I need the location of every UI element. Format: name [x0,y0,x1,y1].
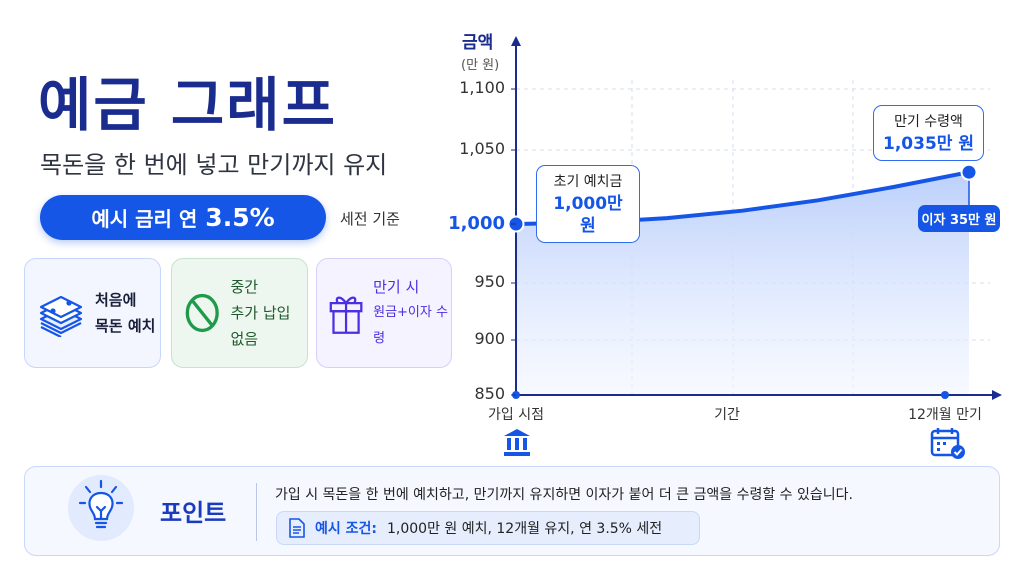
y-axis-title: 금액 [462,33,494,53]
card-line1: 중간 [230,278,259,296]
condition-text: 1,000만 원 예치, 12개월 유지, 연 3.5% 세전 [387,521,663,537]
page-title: 예금 그래프 [38,71,337,139]
x-axis-end-dot [941,391,949,399]
end-callout-title: 만기 수령액 [894,114,963,130]
card-line1: 처음에 [95,291,137,309]
y-axis-arrow [511,36,521,46]
point-title: 포인트 [160,499,227,527]
end-point [960,163,978,181]
y-axis-unit: (만 원) [461,58,500,73]
calendar-check-icon [930,428,965,459]
y-tick-label: 1,000 [448,213,505,234]
condition-label: 예시 조건: [315,521,377,537]
money-stack-icon [39,295,83,337]
card-line2: 추가 납입 없음 [230,304,291,348]
x-tick-end: 12개월 만기 [908,407,982,423]
rate-value: 3.5% [205,203,275,232]
rate-basis: 세전 기준 [340,210,400,228]
y-tick-label: 900 [474,329,505,348]
interest-badge: 이자 35만 원 [918,205,1000,232]
chart-canvas [507,36,1002,400]
x-axis-arrow [992,390,1002,400]
bank-icon [504,429,530,456]
lightbulb-badge [68,475,134,541]
card-line2: 목돈 예치 [95,317,156,335]
y-tick-label: 1,100 [459,78,505,97]
start-callout: 초기 예치금 1,000만 원 [536,165,640,243]
x-axis-title: 기간 [714,407,740,423]
deposit-chart: 금액 (만 원) 850 900 950 1,000 1,050 1,100 가입 시점 … [448,33,1002,459]
start-callout-value: 1,000만 원 [553,194,623,236]
end-callout: 만기 수령액 1,035만 원 [873,105,984,161]
gift-icon [329,296,363,334]
example-condition: 예시 조건: 1,000만 원 예치, 12개월 유지, 연 3.5% 세전 [276,511,700,545]
y-tick-label: 850 [474,384,505,403]
card-line1: 만기 시 [373,278,420,296]
y-tick-label: 1,050 [459,139,505,158]
x-tick-start: 가입 시점 [488,407,544,423]
divider [256,483,257,541]
prohibited-icon [185,293,219,333]
y-tick-label: 950 [474,272,505,291]
document-icon [289,518,305,538]
card-line2: 원금+이자 수령 [373,305,448,346]
page-subtitle: 목돈을 한 번에 넣고 만기까지 유지 [40,151,388,179]
point-text: 가입 시 목돈을 한 번에 예치하고, 만기까지 유지하면 이자가 붙어 더 큰… [275,487,853,503]
rate-badge: 예시 금리 연 3.5% [40,195,326,240]
lightbulb-icon [78,479,124,529]
end-callout-value: 1,035만 원 [883,134,974,154]
start-callout-title: 초기 예치금 [553,174,623,190]
rate-prefix: 예시 금리 연 [91,207,198,231]
